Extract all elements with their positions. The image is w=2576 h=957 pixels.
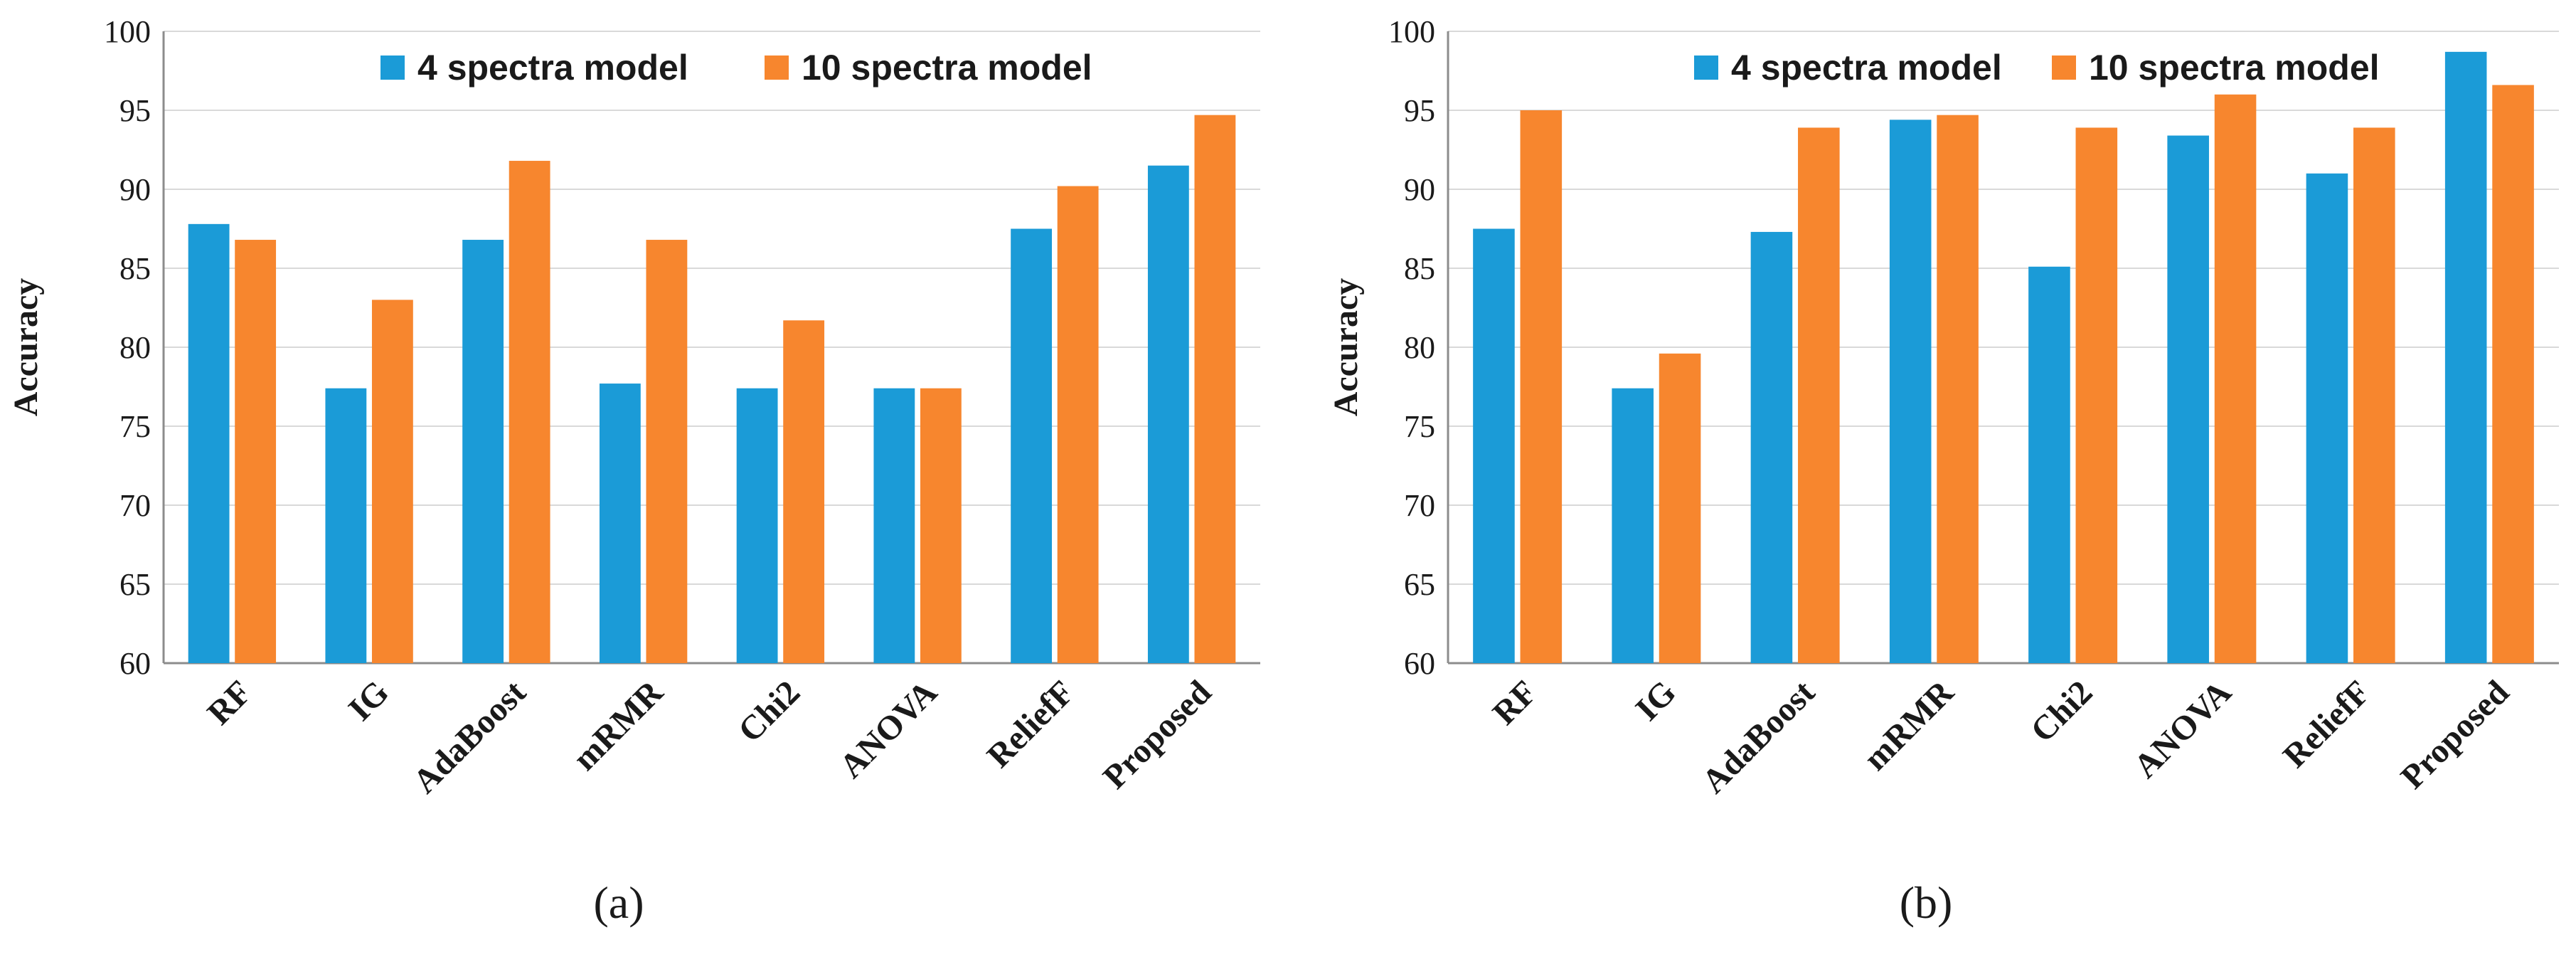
- bar-10-spectra-mrmr: [1937, 115, 1979, 663]
- y-tick-label: 85: [1404, 251, 1435, 286]
- legend-label: 4 spectra model: [1731, 48, 2002, 88]
- bar-10-spectra-relieff: [1057, 186, 1099, 663]
- x-tick-label: Chi2: [2023, 673, 2099, 749]
- bar-10-spectra-chi2: [783, 320, 825, 663]
- legend-swatch: [380, 55, 405, 80]
- bar-4-spectra-mrmr: [1889, 120, 1932, 663]
- x-tick-label: Proposed: [2394, 673, 2517, 796]
- x-tick-label: Proposed: [1096, 673, 1219, 796]
- bar-4-spectra-ig: [325, 388, 367, 663]
- legend-label: 4 spectra model: [417, 48, 688, 88]
- y-tick-label: 100: [1388, 14, 1435, 49]
- bar-10-spectra-ig: [1659, 353, 1701, 663]
- bar-10-spectra-relieff: [2353, 127, 2395, 664]
- y-axis-title: Accuracy: [1327, 278, 1365, 417]
- x-tick-label: RF: [1486, 673, 1545, 732]
- y-tick-label: 60: [119, 646, 151, 681]
- chart-panel-b: 60 65 70 75 80 85 90 95 100 Accuracy RF IG AdaBoost m…: [1327, 14, 2559, 928]
- y-tick-label: 75: [119, 409, 151, 444]
- bar-4-spectra-adaboost: [462, 240, 504, 663]
- bar-4-spectra-relieff: [2306, 173, 2348, 664]
- y-tick-label: 75: [1404, 409, 1435, 444]
- x-tick-label: AdaBoost: [406, 673, 533, 800]
- bar-4-spectra-relieff: [1011, 228, 1053, 663]
- y-tick-label: 65: [1404, 567, 1435, 602]
- x-tick-label: mRMR: [566, 672, 671, 778]
- legend-swatch: [1694, 55, 1718, 80]
- bar-4-spectra-anova: [873, 388, 915, 663]
- x-tick-label: Chi2: [731, 673, 807, 749]
- bar-10-spectra-rf: [235, 240, 277, 663]
- y-tick-label: 65: [119, 567, 151, 602]
- bar-4-spectra-chi2: [736, 388, 778, 663]
- legend-label: 10 spectra model: [802, 48, 1092, 88]
- y-tick-label: 70: [119, 488, 151, 523]
- y-tick-label: 95: [1404, 93, 1435, 128]
- bar-4-spectra-anova: [2167, 135, 2209, 663]
- bar-10-spectra-mrmr: [646, 240, 688, 663]
- bar-4-spectra-rf: [1473, 228, 1515, 663]
- panel-label: (b): [1900, 877, 1953, 928]
- legend-swatch: [2052, 55, 2076, 80]
- y-tick-label: 90: [1404, 172, 1435, 207]
- bar-10-spectra-chi2: [2075, 127, 2118, 664]
- bar-4-spectra-adaboost: [1750, 231, 1793, 663]
- legend-swatch: [765, 55, 789, 80]
- bar-4-spectra-proposed: [2444, 51, 2487, 664]
- bar-4-spectra-ig: [1612, 388, 1654, 663]
- chart-panel-a: 60 65 70 75 80 85 90 95 100 Accuracy RF IG AdaBoost m…: [7, 14, 1260, 928]
- y-tick-label: 100: [104, 14, 151, 49]
- legend-label: 10 spectra model: [2089, 48, 2380, 88]
- bar-4-spectra-rf: [188, 223, 230, 664]
- x-tick-label: AdaBoost: [1695, 673, 1822, 800]
- y-tick-label: 80: [119, 330, 151, 365]
- x-tick-label: mRMR: [1856, 672, 1962, 778]
- bar-10-spectra-anova: [2214, 94, 2257, 664]
- bar-10-spectra-adaboost: [1798, 127, 1840, 664]
- bar-10-spectra-proposed: [1194, 115, 1236, 663]
- y-tick-label: 80: [1404, 330, 1435, 365]
- y-tick-label: 90: [119, 172, 151, 207]
- y-tick-label: 85: [119, 251, 151, 286]
- y-tick-label: 95: [119, 93, 151, 128]
- panel-label: (a): [593, 877, 644, 928]
- x-tick-label: RF: [200, 673, 259, 732]
- x-tick-label: ANOVA: [832, 673, 944, 786]
- x-tick-label: IG: [1629, 673, 1683, 728]
- bar-10-spectra-ig: [371, 300, 413, 663]
- x-tick-label: ReliefF: [2276, 673, 2378, 775]
- bar-4-spectra-chi2: [2028, 266, 2070, 663]
- x-tick-label: ReliefF: [980, 673, 1082, 775]
- x-tick-label: ANOVA: [2127, 673, 2239, 786]
- y-axis-title: Accuracy: [7, 278, 45, 417]
- bar-10-spectra-adaboost: [509, 161, 550, 664]
- bar-10-spectra-anova: [920, 388, 962, 663]
- y-tick-label: 70: [1404, 488, 1435, 523]
- bar-10-spectra-proposed: [2492, 85, 2534, 664]
- bar-4-spectra-proposed: [1147, 165, 1189, 663]
- y-tick-label: 60: [1404, 646, 1435, 681]
- bar-4-spectra-mrmr: [599, 384, 641, 663]
- x-tick-label: IG: [341, 673, 396, 728]
- bar-10-spectra-rf: [1520, 110, 1563, 663]
